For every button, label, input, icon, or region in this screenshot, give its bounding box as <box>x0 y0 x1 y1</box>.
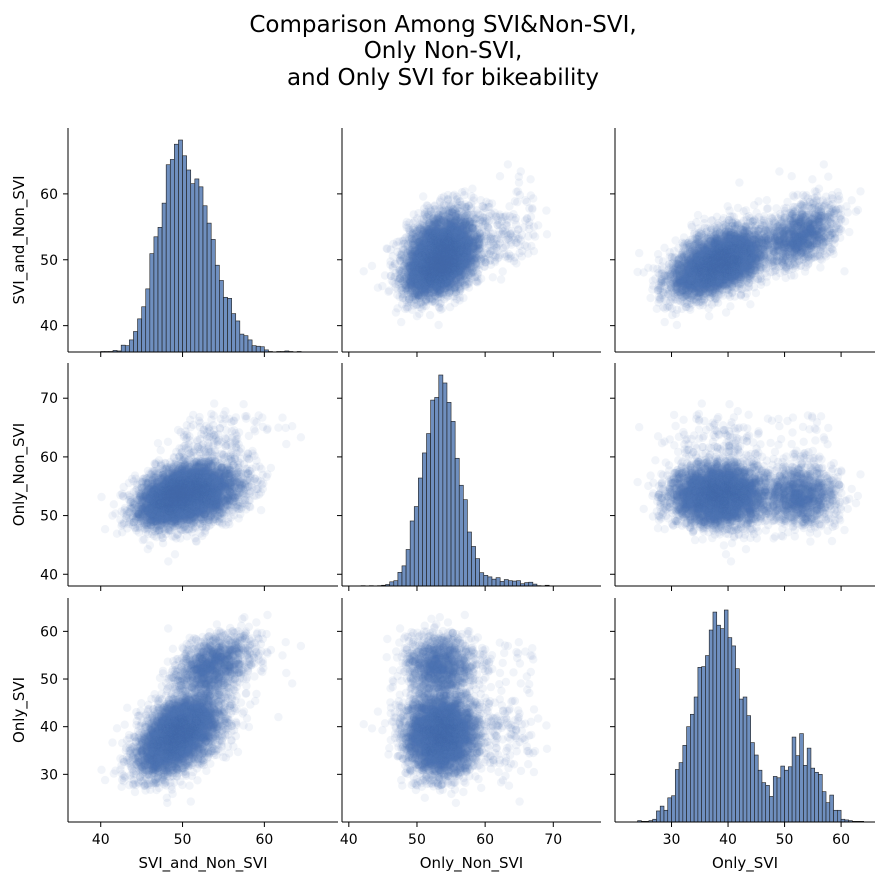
scatter-point <box>542 206 550 214</box>
scatter-point <box>496 172 504 180</box>
figure-title: Comparison Among SVI&Non-SVI, Only Non-S… <box>249 12 636 91</box>
hist-bar <box>215 265 219 352</box>
y-tick-label: 60 <box>40 187 58 203</box>
hist-bar <box>129 340 133 352</box>
panel-SVI_and_Non_SVI-vs-SVI_and_Non_SVI: 40 50 60 <box>40 128 338 357</box>
hist-bar <box>232 314 236 352</box>
y-tick-label: 50 <box>40 253 58 269</box>
hist-bar <box>121 345 125 352</box>
scatter-point <box>504 160 512 168</box>
hist-bar <box>125 346 129 352</box>
hist-bar <box>162 203 166 352</box>
hist-bar <box>191 184 195 352</box>
title-line-3: and Only SVI for bikeability <box>287 65 599 91</box>
hist-bar <box>166 165 170 352</box>
hist-bar <box>142 307 146 352</box>
scatter-point <box>523 215 531 223</box>
scatter-point <box>434 321 442 329</box>
hist-bar <box>150 254 154 352</box>
hist-bar <box>219 280 223 352</box>
hist-bar <box>154 237 158 352</box>
hist-bar <box>170 159 174 352</box>
hist-bar <box>187 170 191 352</box>
scatter-point <box>397 318 405 326</box>
hist-bar <box>260 347 264 352</box>
scatter-point <box>437 306 445 314</box>
hist-bar <box>223 297 227 352</box>
panel-SVI_and_Non_SVI-vs-Only_Non_SVI <box>337 128 601 357</box>
scatter-point <box>426 311 434 319</box>
hist-bar <box>256 346 260 352</box>
scatter-point <box>528 204 536 212</box>
hist-bar <box>183 156 187 352</box>
scatter-point <box>468 185 476 193</box>
hist-bar <box>174 144 178 352</box>
hist-bar <box>195 179 199 352</box>
scatter-point <box>517 167 525 175</box>
y-tick-label: 40 <box>40 319 58 335</box>
scatter-point <box>378 282 386 290</box>
scatter-point <box>529 231 537 239</box>
hist-bar <box>178 140 182 352</box>
hist-bar <box>133 331 137 352</box>
scatter-point <box>360 267 368 275</box>
title-line-1: Comparison Among SVI&Non-SVI, <box>249 12 636 38</box>
hist-bar <box>158 227 162 352</box>
scatter-points <box>360 160 552 329</box>
hist-bar <box>211 239 215 352</box>
scatter-point <box>515 249 523 257</box>
hist-bar <box>207 223 211 352</box>
scatter-point <box>524 249 532 257</box>
hist-bar <box>138 319 142 352</box>
scatter-point <box>459 294 467 302</box>
title-line-2: Only Non-SVI, <box>364 38 523 64</box>
hist-bar <box>203 206 207 352</box>
hist-bar <box>228 298 232 352</box>
hist-bar <box>146 289 150 352</box>
hist-bar <box>248 340 252 352</box>
scatter-point <box>543 230 551 238</box>
scatter-point <box>461 187 469 195</box>
scatter-point <box>515 178 523 186</box>
hist-bar <box>236 321 240 352</box>
hist-bar <box>240 334 244 352</box>
scatter-point <box>489 273 497 281</box>
hist-bar <box>252 346 256 352</box>
scatter-point <box>368 262 376 270</box>
hist-bar <box>244 336 248 352</box>
hist-bar <box>199 187 203 352</box>
